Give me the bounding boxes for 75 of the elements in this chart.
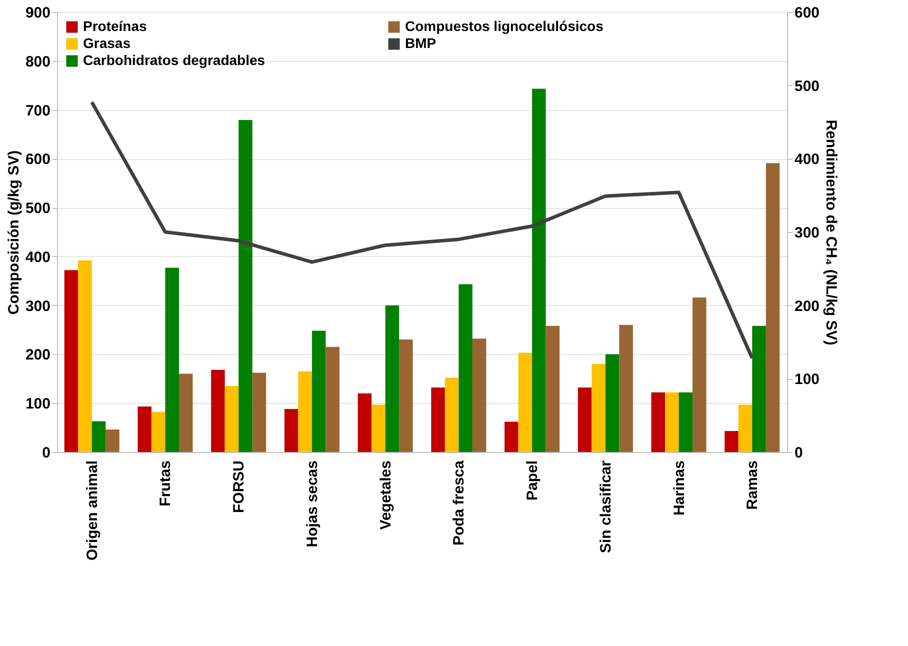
bar	[651, 392, 666, 452]
bar	[78, 260, 92, 452]
y-tick-label: 200	[25, 346, 50, 364]
y2-tick-label: 300	[794, 224, 820, 242]
bar	[298, 371, 312, 452]
bar	[692, 298, 706, 452]
bar	[284, 408, 298, 452]
bar	[546, 326, 560, 452]
bar	[224, 386, 239, 452]
legend-label: Carbohidratos degradables	[83, 52, 266, 68]
x-tick-label: Harinas	[670, 460, 688, 516]
bar	[678, 392, 693, 452]
bar	[605, 354, 620, 452]
line-series	[90, 100, 754, 360]
bar	[738, 404, 752, 452]
bar	[64, 270, 78, 452]
y-tick-label: 0	[42, 444, 50, 462]
bar	[431, 387, 445, 452]
bar	[665, 392, 679, 452]
x-tick-label: Frutas	[157, 460, 174, 506]
y-tick-label: 100	[25, 396, 50, 413]
y-tick-label: 300	[25, 298, 50, 315]
x-tick-label: Sin clasificar	[597, 460, 614, 554]
bar	[458, 284, 472, 452]
bar	[472, 338, 486, 452]
x-tick-label: Vegetales	[377, 460, 394, 530]
x-tick-label: Poda fresca	[450, 460, 468, 546]
bar	[578, 387, 592, 452]
y2-axis-title: Rendimiento de CH₄ (NL/kg SV)	[822, 120, 840, 346]
bar	[252, 372, 266, 452]
bar	[358, 393, 372, 452]
legend-label: Compuestos lignocelulósicos	[405, 18, 604, 34]
y-tick-label: 800	[25, 53, 50, 70]
bar	[326, 346, 340, 452]
y-tick-label: 400	[25, 248, 50, 266]
bar	[504, 422, 518, 452]
bar	[752, 326, 766, 452]
legend-label: Proteínas	[83, 18, 148, 34]
legend-label: Grasas	[83, 35, 131, 51]
y-tick-label: 700	[25, 102, 50, 120]
bar	[399, 340, 413, 452]
y-tick-label: 900	[25, 4, 50, 22]
bar	[92, 421, 106, 452]
bar	[619, 324, 633, 452]
y-tick-label: 600	[25, 151, 50, 168]
bar	[766, 163, 780, 452]
bar	[238, 120, 252, 452]
bar	[138, 406, 152, 452]
x-tick-label: Papel	[524, 460, 542, 501]
bar	[106, 430, 120, 452]
y2-tick-label: 0	[794, 444, 803, 462]
bar	[312, 330, 326, 452]
x-tick-label: Ramas	[744, 460, 762, 510]
y2-tick-label: 100	[794, 371, 820, 388]
bar	[444, 378, 459, 452]
x-tick-label: FORSU	[230, 460, 248, 513]
y-tick-label: 500	[25, 200, 50, 218]
legend-label: BMP	[405, 35, 436, 51]
bar	[165, 268, 179, 452]
bar	[151, 412, 166, 452]
bar	[532, 88, 546, 452]
y2-tick-label: 400	[794, 151, 820, 168]
y-axis-title: Composición (g/kg SV)	[5, 150, 22, 315]
x-tick-label: Hojas secas	[304, 460, 321, 548]
bar	[724, 430, 738, 452]
x-tick-label: Origen animal	[84, 460, 101, 561]
bar	[592, 364, 606, 452]
y2-tick-label: 500	[794, 78, 820, 95]
bar	[518, 352, 532, 452]
bar	[385, 305, 400, 452]
bar	[178, 374, 193, 452]
y2-tick-label: 600	[794, 4, 820, 22]
y2-tick-label: 200	[794, 298, 820, 315]
bar	[211, 370, 225, 452]
bar	[372, 404, 386, 452]
